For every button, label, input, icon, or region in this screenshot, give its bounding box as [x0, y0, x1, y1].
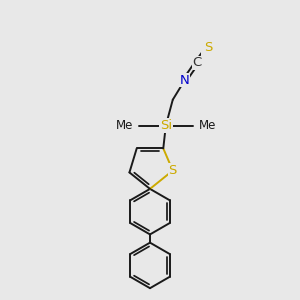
Text: C: C — [192, 56, 201, 69]
Text: Si: Si — [160, 119, 172, 132]
Text: N: N — [180, 74, 190, 87]
Text: S: S — [169, 164, 177, 177]
Text: Me: Me — [198, 119, 216, 132]
Text: Me: Me — [116, 119, 133, 132]
Text: S: S — [204, 41, 212, 54]
